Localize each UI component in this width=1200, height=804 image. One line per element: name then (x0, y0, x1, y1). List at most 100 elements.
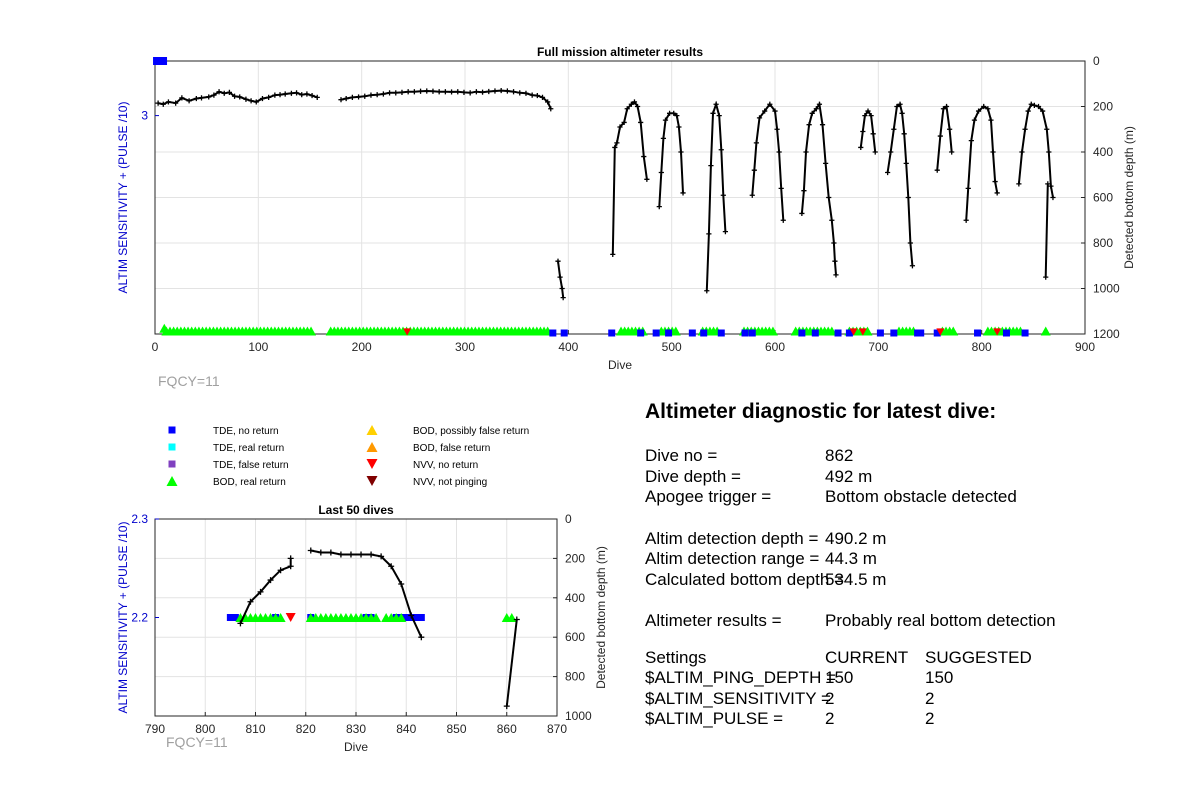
settings-row: $ALTIM_PULSE = 2 2 (645, 709, 1185, 730)
depth-point-marker (186, 98, 192, 104)
depth-point-marker (386, 90, 393, 96)
depth-point-marker (1035, 103, 1042, 110)
depth-point-marker (780, 217, 786, 223)
depth-point-marker (903, 160, 909, 166)
last-50-dives-chart: 790 800 810 820 830 840 850 860 870 2.2 2.3 0 200 400… (116, 503, 608, 754)
x-tick-label: 810 (245, 722, 265, 736)
depth-point-marker (708, 163, 714, 169)
tde-no-return-marker (153, 57, 168, 65)
pulse-suggested: 2 (925, 709, 935, 728)
legend-marker-tde-no-return (168, 426, 176, 434)
depth-point-marker (832, 258, 838, 264)
depth-point-marker (231, 93, 238, 99)
legend-marker-nvv-not-pinging (366, 476, 378, 486)
depth-point-marker (418, 634, 425, 641)
depth-point-marker (504, 88, 510, 94)
depth-point-marker (349, 94, 355, 100)
depth-point-marker (718, 147, 724, 153)
depth-series-line (1044, 183, 1049, 278)
tde-no-return-marker (417, 614, 425, 621)
depth-point-marker (806, 122, 812, 128)
ping-depth-current: 150 (825, 668, 854, 687)
depth-point-marker (277, 92, 283, 98)
depth-point-marker (1046, 149, 1052, 155)
depth-point-marker (237, 620, 244, 627)
right-y-tick-label: 1200 (1093, 327, 1120, 341)
depth-point-marker (436, 89, 442, 95)
depth-point-marker (660, 135, 666, 141)
depth-point-marker (513, 616, 520, 623)
x-tick-label: 400 (558, 340, 578, 354)
depth-point-marker (327, 549, 334, 556)
legend-marker-bod-real-return (166, 476, 178, 486)
depth-point-marker (193, 95, 199, 102)
depth-point-marker (658, 169, 664, 176)
depth-point-marker (1040, 108, 1046, 114)
depth-point-marker (934, 167, 940, 173)
depth-point-marker (899, 110, 905, 116)
depth-point-marker (307, 547, 314, 554)
depth-point-marker (716, 113, 722, 119)
depth-point-marker (393, 90, 399, 96)
depth-series-line (611, 100, 648, 255)
pulse-current: 2 (825, 709, 835, 728)
x-tick-label: 800 (195, 722, 215, 736)
depth-point-marker (778, 185, 784, 191)
x-tick-label: 850 (446, 722, 466, 736)
x-tick-label: 600 (765, 340, 785, 354)
tde-no-return-marker (748, 329, 756, 337)
depth-point-marker (374, 92, 380, 98)
apogee-trigger-label: Apogee trigger = (645, 487, 772, 506)
depth-point-marker (870, 131, 876, 137)
depth-point-marker (776, 149, 782, 155)
pulse-label: $ALTIM_PULSE = (645, 709, 784, 728)
depth-series-line (310, 549, 423, 638)
left-y-tick-label: 3 (141, 109, 148, 123)
depth-point-marker (1028, 101, 1034, 107)
bod-real-return-marker (670, 326, 681, 336)
right-y-tick-label: 800 (565, 670, 585, 684)
x-axis-label: Dive (344, 740, 368, 754)
left-y-tick-label: 2.3 (131, 512, 148, 526)
depth-point-marker (347, 551, 354, 558)
depth-point-marker (813, 106, 819, 112)
depth-point-marker (968, 138, 974, 144)
depth-point-marker (671, 110, 677, 116)
tde-no-return-marker (560, 329, 568, 337)
sensitivity-suggested: 2 (925, 688, 935, 708)
tde-no-return-marker (834, 329, 842, 337)
depth-point-marker (868, 113, 874, 119)
apogee-trigger-value: Bottom obstacle detected (825, 487, 1017, 506)
altim-detection-range-value: 44.3 m (825, 549, 877, 568)
depth-point-marker (355, 94, 362, 100)
nvv-no-return-marker (858, 328, 867, 336)
depth-point-marker (676, 124, 682, 130)
fqcy-label: FQCY=11 (158, 373, 220, 389)
depth-point-marker (378, 553, 385, 560)
nvv-no-return-marker (993, 328, 1002, 336)
depth-point-marker (287, 555, 294, 562)
legend-marker-bod-possibly-false (366, 425, 378, 435)
bod-real-return-marker (948, 326, 959, 336)
diagnostic-row: Altimeter results = Probably real bottom… (645, 611, 1185, 632)
depth-point-marker (368, 551, 375, 558)
depth-point-marker (523, 90, 529, 96)
depth-point-marker (762, 108, 768, 114)
current-header: CURRENT (825, 647, 909, 667)
depth-point-marker (612, 144, 618, 151)
depth-point-marker (801, 188, 807, 194)
depth-point-marker (557, 274, 563, 280)
x-tick-label: 820 (296, 722, 316, 736)
depth-point-marker (408, 612, 415, 619)
dive-no-label: Dive no = (645, 446, 718, 465)
x-tick-label: 200 (352, 340, 372, 354)
depth-point-marker (503, 703, 510, 710)
ping-depth-suggested: 150 (925, 668, 954, 687)
depth-point-marker (722, 229, 728, 235)
depth-point-marker (994, 190, 1000, 196)
depth-point-marker (486, 88, 492, 95)
depth-point-marker (221, 90, 227, 96)
depth-point-marker (885, 169, 891, 176)
legend-marker-bod-false (366, 442, 378, 452)
full-mission-chart: 0 100 200 300 400 500 600 700 800 900 3 0 200 400 600 8… (116, 45, 1136, 389)
